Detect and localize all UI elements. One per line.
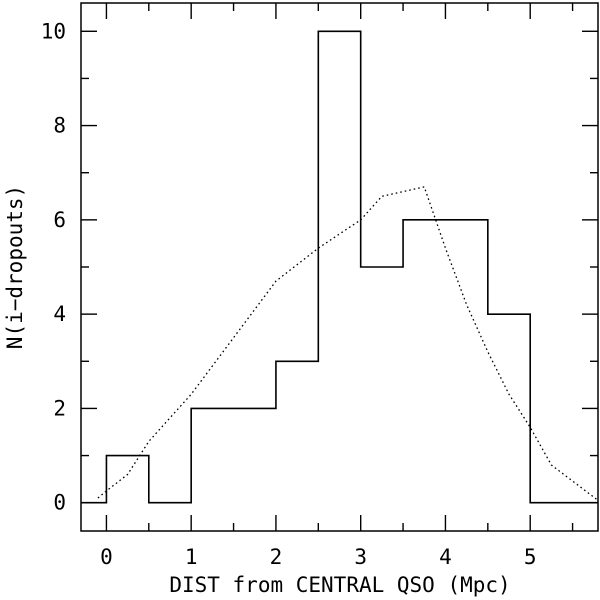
y-tick-label: 8: [53, 114, 66, 138]
x-tick-label: 3: [354, 545, 367, 569]
model-curve-dotted: [97, 186, 599, 501]
x-tick-label: 4: [439, 545, 452, 569]
y-axis-title: N(i−dropouts): [3, 185, 27, 349]
x-tick-label: 5: [524, 545, 537, 569]
plot-frame: [80, 2, 599, 532]
y-tick-label: 10: [41, 19, 66, 43]
x-tick-label: 2: [270, 545, 283, 569]
y-tick-label: 0: [53, 491, 66, 515]
y-tick-labels: 0 2 4 6 8 10: [41, 19, 66, 514]
histogram-steps: [81, 30, 598, 504]
x-tick-label: 0: [100, 545, 113, 569]
x-tick-labels: 0 1 2 3 4 5: [100, 545, 536, 569]
x-tick-label: 1: [185, 545, 198, 569]
y-tick-label: 6: [53, 208, 66, 232]
y-tick-label: 2: [53, 396, 66, 420]
axis-ticks: [81, 3, 598, 531]
y-tick-label: 4: [53, 302, 66, 326]
x-axis-title: DIST from CENTRAL QSO (Mpc): [169, 573, 510, 597]
